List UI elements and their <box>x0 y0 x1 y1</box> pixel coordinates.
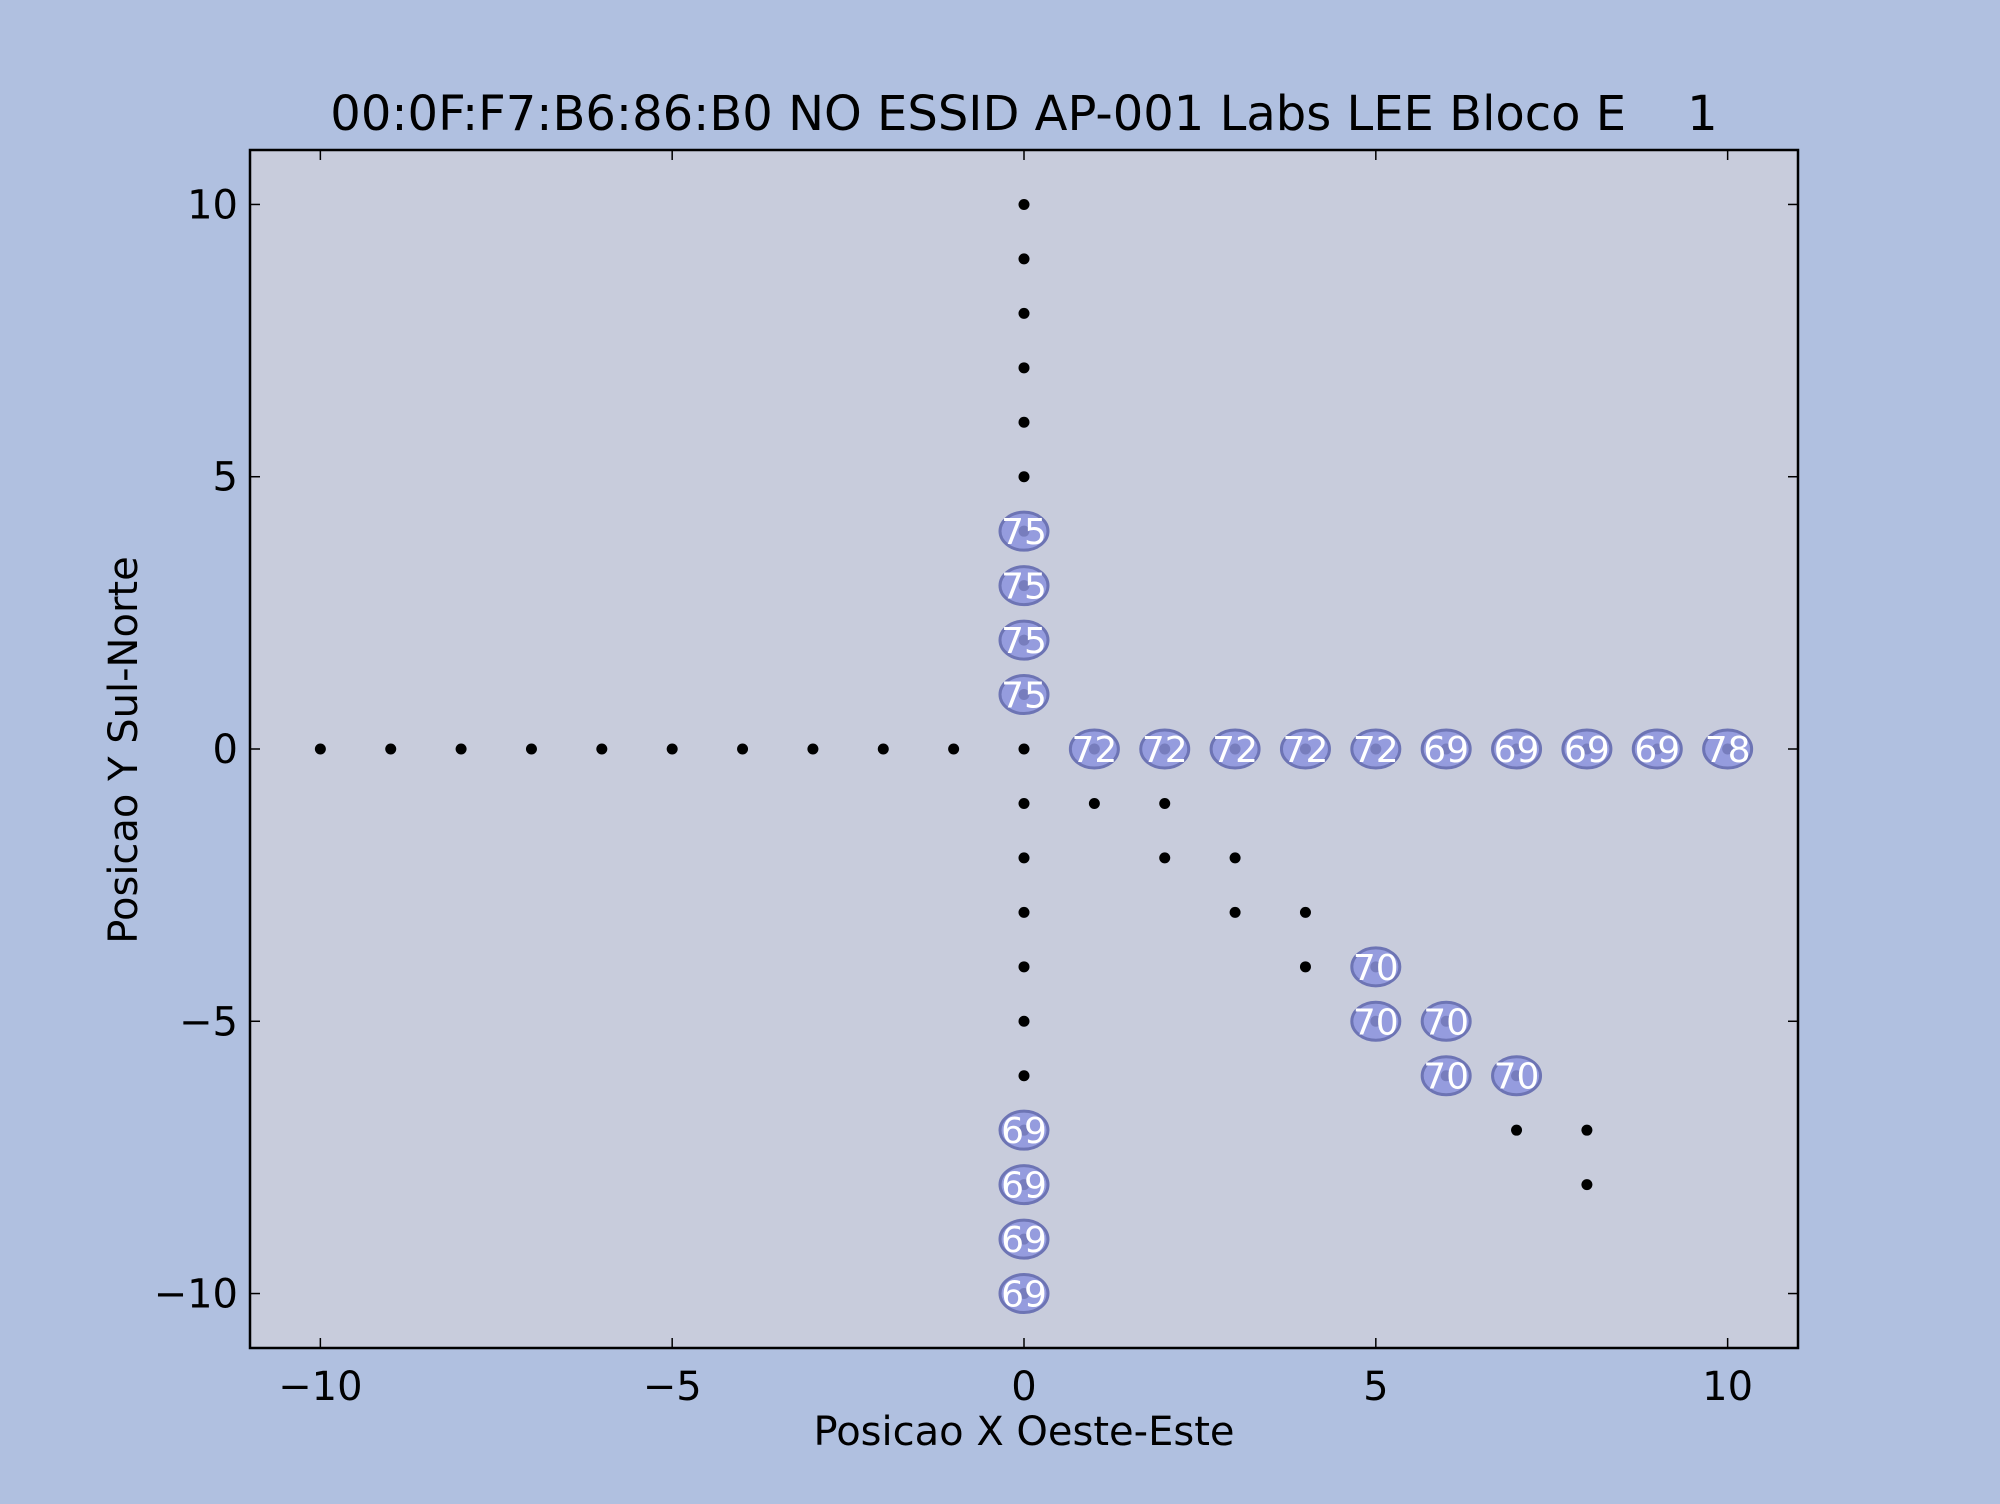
data-label-bubble <box>998 1218 1050 1260</box>
x-tick-label: 5 <box>1363 1364 1388 1410</box>
y-tick-label: −5 <box>179 999 238 1045</box>
data-point <box>1018 198 1030 210</box>
data-point <box>737 743 749 755</box>
data-label-bubble <box>1279 728 1331 770</box>
y-tick-label: −10 <box>154 1272 238 1318</box>
chart-title: 00:0F:F7:B6:86:B0 NO ESSID AP-001 Labs L… <box>330 86 1717 142</box>
data-label-bubble <box>1420 1000 1472 1042</box>
data-point <box>1088 797 1100 809</box>
data-point <box>1018 416 1030 428</box>
plot-frame <box>248 148 1800 1350</box>
data-point <box>525 743 537 755</box>
data-point <box>385 743 397 755</box>
data-point <box>1018 1015 1030 1027</box>
data-label-text: 70 <box>1353 1002 1399 1043</box>
data-label-text: 70 <box>1494 1057 1540 1098</box>
data-label-bubble <box>998 674 1050 716</box>
data-label-text: 69 <box>1564 730 1610 771</box>
data-point <box>1581 1179 1593 1191</box>
data-label-text: 70 <box>1423 1057 1469 1098</box>
data-point <box>877 743 889 755</box>
data-point <box>1018 906 1030 918</box>
data-label-bubble <box>998 1164 1050 1206</box>
data-label-bubble <box>1420 728 1472 770</box>
data-label-bubble <box>998 565 1050 607</box>
data-label-text: 69 <box>1001 1220 1047 1261</box>
data-label-bubble <box>998 510 1050 552</box>
y-tick-label: 10 <box>187 182 238 228</box>
data-label-text: 69 <box>1001 1275 1047 1316</box>
data-label-text: 78 <box>1705 730 1751 771</box>
data-label-bubble <box>1209 728 1261 770</box>
data-label-bubble <box>998 1273 1050 1315</box>
data-point <box>1229 906 1241 918</box>
data-point <box>1581 1124 1593 1136</box>
data-point <box>1299 961 1311 973</box>
data-point <box>1511 1124 1523 1136</box>
data-label-bubble <box>1491 1055 1543 1097</box>
data-label-text: 75 <box>1001 676 1047 717</box>
x-tick-label: −5 <box>643 1364 702 1410</box>
data-label-bubble <box>1420 1055 1472 1097</box>
data-label-text: 75 <box>1001 621 1047 662</box>
y-tick-label: 0 <box>213 727 238 773</box>
data-label-text: 69 <box>1494 730 1540 771</box>
data-label-text: 69 <box>1634 730 1680 771</box>
data-point <box>948 743 960 755</box>
data-label-text: 72 <box>1283 730 1329 771</box>
x-axis-label: Posicao X Oeste-Este <box>814 1409 1235 1455</box>
data-label-bubble <box>1702 728 1754 770</box>
data-label-bubble <box>1350 728 1402 770</box>
data-point <box>1018 743 1030 755</box>
data-point <box>1018 961 1030 973</box>
data-label-bubble <box>1068 728 1120 770</box>
x-tick-label: 10 <box>1702 1364 1753 1410</box>
data-point <box>1299 906 1311 918</box>
y-tick-label: 5 <box>213 455 238 501</box>
ticks-layer: −10 −5 0 5 10 −10 −5 0 5 10 <box>154 150 1798 1410</box>
data-label-bubble <box>1631 728 1683 770</box>
data-point <box>1018 362 1030 374</box>
data-label-text: 70 <box>1423 1002 1469 1043</box>
data-label-text: 75 <box>1001 512 1047 553</box>
data-point <box>1018 1070 1030 1082</box>
data-label-text: 69 <box>1423 730 1469 771</box>
data-label-text: 70 <box>1353 948 1399 989</box>
data-point <box>596 743 608 755</box>
data-point <box>1229 852 1241 864</box>
data-point <box>1159 852 1171 864</box>
data-point <box>807 743 819 755</box>
data-label-bubble <box>1350 1000 1402 1042</box>
data-label-text: 72 <box>1142 730 1188 771</box>
data-label-bubble <box>1561 728 1613 770</box>
data-point <box>666 743 678 755</box>
data-label-text: 72 <box>1212 730 1258 771</box>
x-tick-label: 0 <box>1011 1364 1036 1410</box>
data-label-bubble <box>1139 728 1191 770</box>
data-label-text: 75 <box>1001 567 1047 608</box>
data-label-bubble <box>998 1109 1050 1151</box>
data-point <box>1159 797 1171 809</box>
data-label-text: 72 <box>1353 730 1399 771</box>
data-point <box>455 743 467 755</box>
data-label-text: 72 <box>1071 730 1117 771</box>
data-point <box>1018 797 1030 809</box>
data-label-text: 69 <box>1001 1111 1047 1152</box>
y-axis-label: Posicao Y Sul-Norte <box>101 556 147 943</box>
data-label-bubble <box>998 619 1050 661</box>
data-point <box>1018 307 1030 319</box>
x-tick-label: −10 <box>278 1364 362 1410</box>
data-label-text: 69 <box>1001 1166 1047 1207</box>
data-point <box>1018 471 1030 483</box>
labels-layer: 75 75 75 75 72 72 72 72 72 69 69 69 69 78 70 70 70 70 70 69… <box>998 510 1754 1316</box>
data-label-bubble <box>1350 946 1402 988</box>
data-point <box>314 743 326 755</box>
data-point <box>1018 852 1030 864</box>
data-label-bubble <box>1491 728 1543 770</box>
data-point <box>1018 253 1030 265</box>
